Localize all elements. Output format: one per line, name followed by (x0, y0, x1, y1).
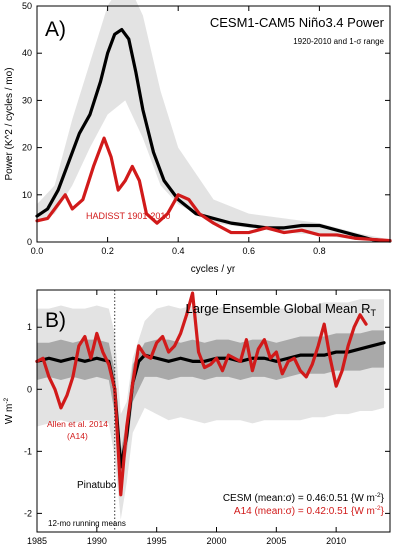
panel-b-label: B) (45, 309, 66, 332)
panel-b-title: Large Ensemble Global Mean RT (186, 301, 377, 318)
panel-a-ytick-label-3: 30 (22, 95, 32, 105)
panel-a-xlabel: cycles / yr (191, 264, 236, 275)
cesm-stat-end: } (381, 493, 385, 504)
panel-a-annotation-hadisst: HADISST 1901-2010 (86, 211, 170, 221)
panel-b-ytick-label-0: -2 (24, 508, 32, 518)
panel-a-ytick-label-1: 10 (22, 190, 32, 200)
panel-a-subtitle: 1920-2010 and 1-σ range (293, 37, 384, 46)
panel-b-annotation-running-means: 12-mo running means (48, 519, 126, 528)
panel-a-ytick-label-4: 40 (22, 48, 32, 58)
panel-b-ticks: 1985 1990 1995 2000 2005 2010 -2 -1 0 1 (24, 290, 390, 546)
panel-b-xtick-label-0: 1985 (27, 536, 47, 546)
panel-a-ytick-label-5: 50 (22, 1, 32, 11)
panel-b-xtick-label-5: 2010 (326, 536, 346, 546)
a14-stat-end: } (381, 506, 385, 517)
panel-b: 1985 1990 1995 2000 2005 2010 -2 -1 0 1 B) Large … (3, 289, 391, 546)
panel-b-stat-a14: A14 (mean:σ) = 0.42:0.51 {W m-2} (234, 505, 385, 517)
panel-b-ytick-label-1: -1 (24, 446, 32, 456)
cesm-stat-sup: -2 (375, 492, 381, 499)
panel-a-series-line-0 (35, 28, 392, 243)
panel-a-xtick-label-2: 0.4 (172, 246, 185, 256)
a14-stat-sup: -2 (375, 505, 381, 512)
panel-b-ytick-label-3: 1 (27, 322, 32, 332)
panel-b-title-subscript: T (371, 308, 377, 318)
panel-b-xtick-label-3: 2000 (206, 536, 226, 546)
panel-b-xtick-label-2: 1995 (147, 536, 167, 546)
panel-b-series-line-0 (35, 341, 386, 469)
panel-a-band-0 (37, 0, 390, 242)
panel-a-ylabel: Power (K^2 / cycles / mo) (4, 67, 15, 180)
panel-b-title-main: Large Ensemble Global Mean R (186, 301, 371, 316)
panel-b-ytick-label-2: 0 (27, 384, 32, 394)
panel-b-xtick-label-1: 1990 (87, 536, 107, 546)
panel-b-annotation-pinatubo: Pinatubo (77, 480, 117, 491)
panel-b-ylabel-sup: -2 (3, 397, 10, 403)
panel-a-label: A) (45, 18, 66, 41)
panel-a: 0.0 0.2 0.4 0.6 0.8 0 10 20 30 40 50 A) CESM1-CAM5… (4, 0, 392, 275)
panel-a-ytick-label-2: 20 (22, 143, 32, 153)
cesm-stat-text: CESM (mean:σ) = 0.46:0.51 {W m (223, 493, 375, 504)
panel-b-series (35, 291, 386, 520)
panel-a-ytick-label-0: 0 (27, 237, 32, 247)
panel-a-ticks: 0.0 0.2 0.4 0.6 0.8 0 10 20 30 40 50 (22, 1, 390, 256)
panel-a-xtick-label-3: 0.6 (243, 246, 256, 256)
panel-a-xtick-label-4: 0.8 (313, 246, 326, 256)
panel-b-ylabel: W m-2 (3, 397, 15, 424)
panel-a-frame (36, 5, 391, 243)
panel-b-stat-cesm: CESM (mean:σ) = 0.46:0.51 {W m-2} (223, 492, 385, 504)
panel-a-title: CESM1-CAM5 Niño3.4 Power (210, 15, 385, 30)
panel-b-annotation-allen: Allen et al. 2014 (47, 419, 108, 429)
a14-stat-text: A14 (mean:σ) = 0.42:0.51 {W m (234, 506, 375, 517)
panel-b-series-line-1 (35, 291, 368, 497)
panel-b-annotation-a14: (A14) (67, 431, 88, 441)
panel-b-ylabel-text: W m (4, 404, 15, 425)
panel-b-frame (36, 289, 391, 533)
panel-a-xtick-label-1: 0.2 (101, 246, 114, 256)
panel-b-xtick-label-4: 2005 (266, 536, 286, 546)
panel-a-series (35, 0, 392, 243)
panel-a-series-line-1 (35, 136, 392, 243)
panel-a-xtick-label-0: 0.0 (31, 246, 44, 256)
